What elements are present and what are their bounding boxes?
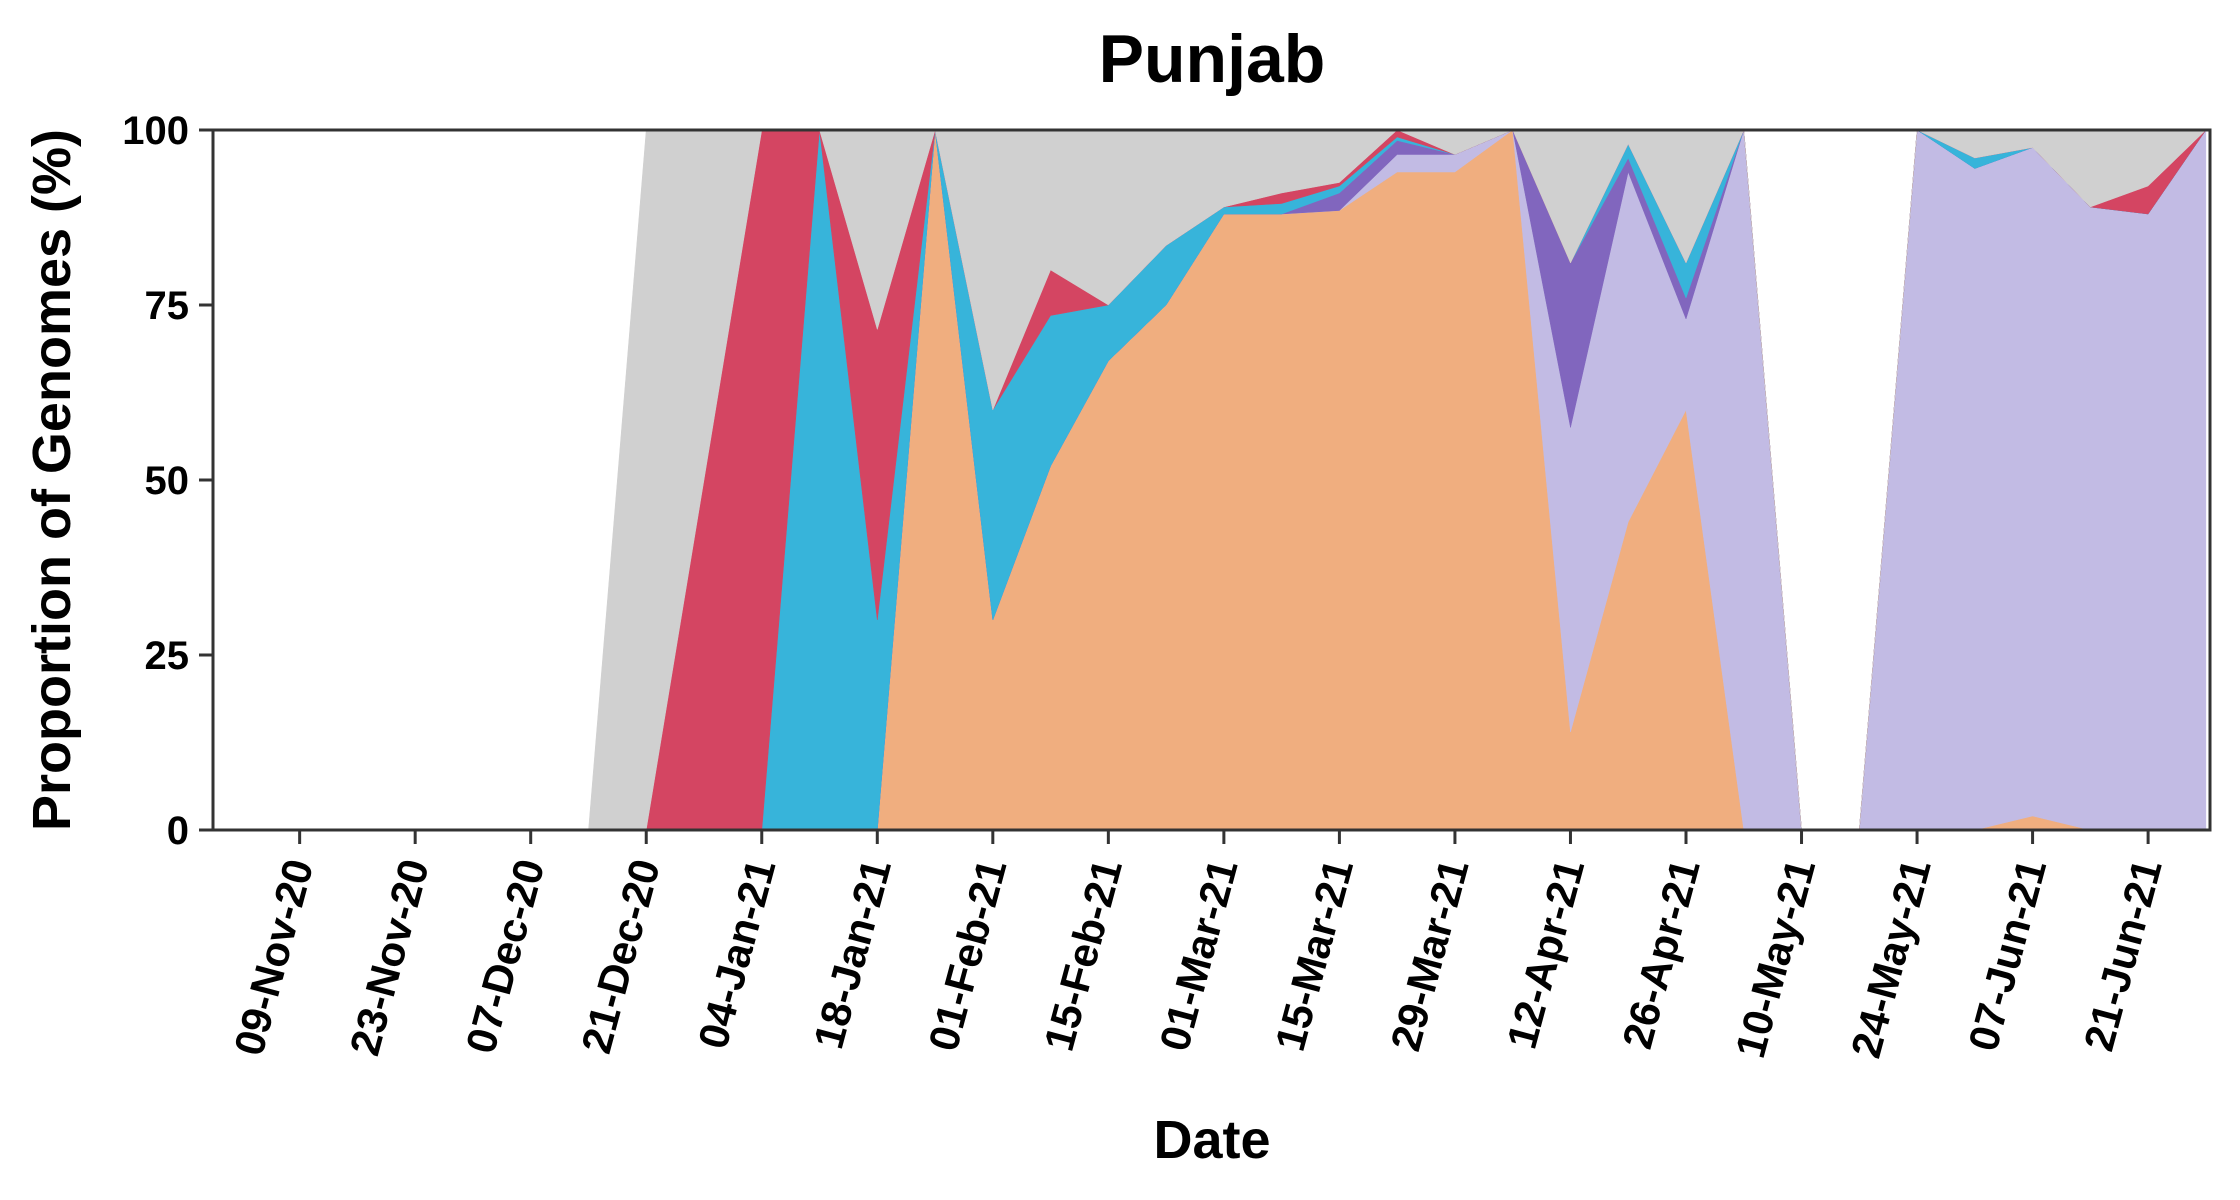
chart-title: Punjab (1099, 21, 1326, 97)
x-axis: 09-Nov-20 23-Nov-20 07-Dec-20 21-Dec-20 04-J… (225, 830, 2171, 1063)
x-tick-label: 23-Nov-20 (341, 854, 438, 1060)
x-tick-label: 09-Nov-20 (225, 854, 322, 1060)
x-tick-label: 29-Mar-21 (1381, 854, 1477, 1056)
x-tick-label: 24-May-21 (1842, 854, 1940, 1062)
y-tick-label: 25 (145, 634, 190, 678)
x-tick-label: 26-Apr-21 (1613, 854, 1709, 1053)
y-axis-label: Proportion of Genomes (%) (22, 129, 82, 831)
y-axis: 0 25 50 75 100 (122, 109, 213, 853)
x-tick-label: 07-Jun-21 (1959, 854, 2055, 1056)
x-tick-label: 07-Dec-20 (457, 854, 554, 1058)
x-tick-label: 15-Feb-21 (1035, 854, 1131, 1056)
stacked-areas (299, 129, 2207, 831)
y-tick-label: 0 (167, 809, 189, 853)
x-tick-label: 01-Feb-21 (919, 854, 1015, 1056)
x-axis-label: Date (1153, 1110, 1270, 1170)
x-tick-label: 21-Jun-21 (2075, 854, 2171, 1056)
x-tick-label: 04-Jan-21 (689, 854, 785, 1053)
x-tick-label: 18-Jan-21 (804, 854, 900, 1053)
x-tick-label: 10-May-21 (1726, 854, 1824, 1062)
x-tick-label: 21-Dec-20 (572, 854, 669, 1058)
x-tick-label: 15-Mar-21 (1266, 854, 1362, 1056)
y-tick-label: 100 (122, 109, 189, 153)
y-tick-label: 75 (145, 284, 190, 328)
y-tick-label: 50 (145, 459, 190, 503)
x-tick-label: 01-Mar-21 (1150, 854, 1246, 1056)
x-tick-label: 12-Apr-21 (1498, 854, 1594, 1053)
